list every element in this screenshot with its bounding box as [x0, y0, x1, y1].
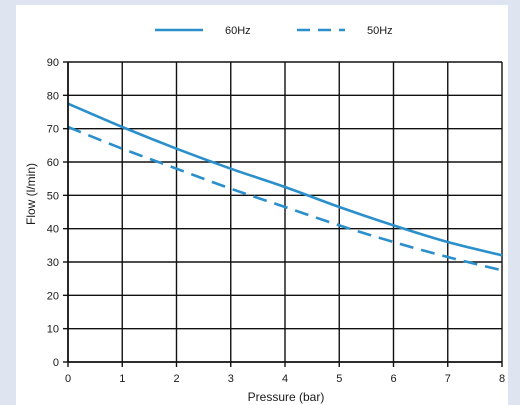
x-tick-label: 0 — [65, 373, 71, 385]
x-tick-label: 2 — [173, 373, 179, 385]
legend: 60Hz 50Hz — [155, 25, 393, 37]
y-tick-label: 50 — [47, 190, 59, 202]
y-tick-label: 30 — [47, 257, 59, 269]
x-tick-label: 6 — [390, 373, 396, 385]
x-tick-label: 5 — [336, 373, 342, 385]
legend-label-60hz: 60Hz — [225, 25, 251, 37]
y-tick-label: 0 — [53, 357, 59, 369]
y-tick-label: 70 — [47, 124, 59, 136]
grid — [68, 61, 503, 362]
x-tick-label: 7 — [445, 373, 451, 385]
x-tick-label: 1 — [119, 373, 125, 385]
y-tick-label: 80 — [47, 90, 59, 102]
y-tick-label: 90 — [47, 57, 59, 69]
y-tick-label: 40 — [47, 224, 59, 236]
x-axis-title: Pressure (bar) — [248, 390, 325, 404]
legend-label-50hz: 50Hz — [367, 25, 393, 37]
series-line-50hz — [67, 125, 503, 272]
y-tick-label: 10 — [47, 324, 59, 336]
series-line-60hz — [67, 102, 503, 257]
x-tick-label: 4 — [282, 373, 288, 385]
y-tick-label: 20 — [47, 290, 59, 302]
y-axis-title: Flow (l/min) — [24, 163, 38, 225]
x-tick-label: 3 — [228, 373, 234, 385]
x-tick-label: 8 — [499, 373, 505, 385]
series-lines — [67, 102, 503, 272]
chart-panel — [16, 5, 508, 405]
y-tick-label: 60 — [47, 157, 59, 169]
